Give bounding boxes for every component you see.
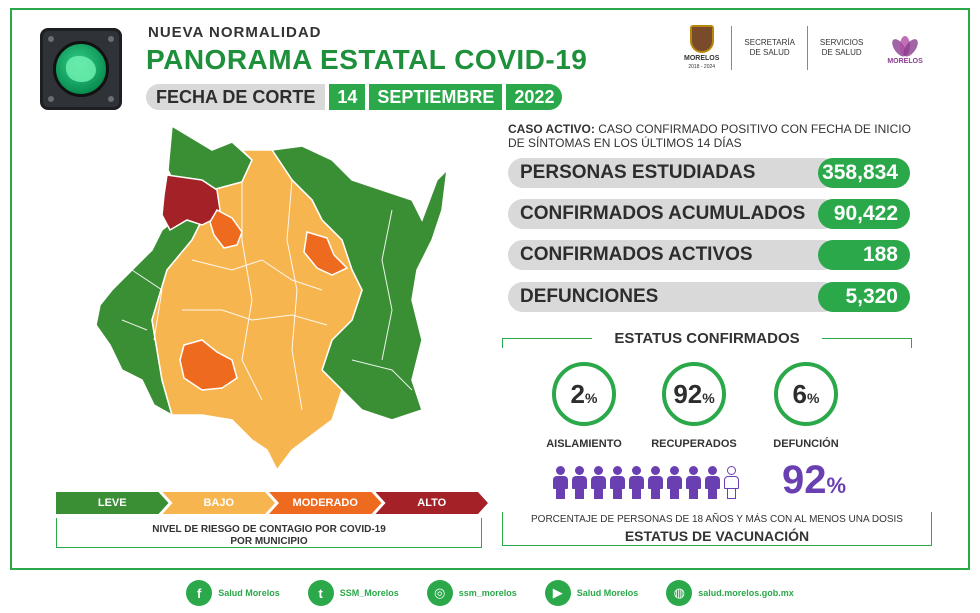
social-text: Salud Morelos bbox=[576, 588, 639, 598]
stat-row-acumulados: CONFIRMADOS ACUMULADOS 90,422 bbox=[508, 199, 910, 229]
morelos-shield-logo: MORELOS 2018 - 2024 bbox=[672, 25, 731, 70]
vaccination-percent-sign: % bbox=[826, 473, 847, 498]
stat-row-defunciones: DEFUNCIONES 5,320 bbox=[508, 282, 910, 312]
stat-row-estudiadas: PERSONAS ESTUDIADAS 358,834 bbox=[508, 158, 910, 188]
stat-label: CONFIRMADOS ACTIVOS bbox=[508, 240, 838, 270]
instagram-icon: ◎ bbox=[426, 580, 453, 606]
legend-caption-line2: POR MUNICIPIO bbox=[230, 536, 308, 547]
secretaria-line1: SECRETARÍA bbox=[744, 37, 795, 47]
logo-morelos-brand: MORELOS bbox=[887, 58, 923, 66]
status-label: AISLAMIENTO bbox=[546, 438, 622, 450]
stat-label: DEFUNCIONES bbox=[508, 282, 838, 312]
page-title: PANORAMA ESTATAL COVID-19 bbox=[146, 44, 588, 75]
person-vaccinated-icon bbox=[628, 466, 645, 500]
stat-value: 90,422 bbox=[818, 199, 910, 229]
map-region-moderado bbox=[179, 339, 238, 391]
date-label: FECHA DE CORTE bbox=[146, 84, 326, 110]
date-day: 14 bbox=[329, 84, 366, 110]
logos: MORELOS 2018 - 2024 SECRETARÍA DE SALUD … bbox=[672, 20, 935, 76]
status-circle-defuncion: 6% bbox=[774, 362, 838, 426]
vaccination-percent: 92% bbox=[782, 458, 846, 503]
status-title: ESTATUS CONFIRMADOS bbox=[502, 328, 912, 348]
morelos-flower-logo: MORELOS bbox=[875, 30, 934, 66]
vaccination-title: ESTATUS DE VACUNACIÓN bbox=[624, 528, 810, 544]
legend-moderado: MODERADO bbox=[269, 492, 382, 514]
status-unit: % bbox=[807, 390, 820, 406]
person-vaccinated-icon bbox=[647, 466, 664, 500]
status-label: RECUPERADOS bbox=[651, 438, 737, 450]
date-year: 2022 bbox=[506, 84, 563, 110]
logo-morelos-name: MORELOS bbox=[684, 55, 720, 63]
social-instagram[interactable]: ◎ ssm_morelos bbox=[426, 580, 517, 606]
subtitle: NUEVA NORMALIDAD bbox=[148, 24, 322, 41]
social-web[interactable]: ◍ salud.morelos.gob.mx bbox=[666, 580, 794, 606]
facebook-icon: f bbox=[186, 580, 213, 606]
status-unit: % bbox=[585, 390, 598, 406]
note-term: CASO ACTIVO: bbox=[508, 122, 595, 136]
secretaria-line2: DE SALUD bbox=[749, 48, 790, 57]
cutoff-date: FECHA DE CORTE 14 SEPTIEMBRE 2022 bbox=[146, 84, 563, 110]
map-region-moderado bbox=[209, 208, 243, 249]
traffic-light-icon bbox=[40, 28, 122, 110]
map-region-moderado bbox=[303, 231, 349, 276]
map-region-alto bbox=[161, 174, 221, 232]
status-unit: % bbox=[702, 390, 715, 406]
servicios-line2: DE SALUD bbox=[821, 48, 862, 57]
stat-value: 188 bbox=[818, 240, 910, 270]
youtube-icon: ▶ bbox=[544, 580, 571, 606]
legend-caption: NIVEL DE RIESGO DE CONTAGIO POR COVID-19… bbox=[56, 518, 482, 548]
person-vaccinated-icon bbox=[704, 466, 721, 500]
person-unvaccinated-icon bbox=[723, 466, 740, 500]
legend-caption-line1: NIVEL DE RIESGO DE CONTAGIO POR COVID-19 bbox=[152, 524, 386, 535]
stat-value: 358,834 bbox=[818, 158, 910, 188]
legend-alto: ALTO bbox=[376, 492, 489, 514]
vaccination-caption-text: PORCENTAJE DE PERSONAS DE 18 AÑOS Y MÁS … bbox=[531, 514, 903, 525]
vaccination-people-icons bbox=[552, 466, 742, 500]
person-vaccinated-icon bbox=[552, 466, 569, 500]
web-icon: ◍ bbox=[666, 580, 693, 606]
person-vaccinated-icon bbox=[571, 466, 588, 500]
status-title-text: ESTATUS CONFIRMADOS bbox=[614, 330, 800, 347]
status-circle-aislamiento: 2% bbox=[552, 362, 616, 426]
person-vaccinated-icon bbox=[609, 466, 626, 500]
vaccination-percent-value: 92 bbox=[782, 458, 827, 502]
social-youtube[interactable]: ▶ Salud Morelos bbox=[544, 580, 639, 606]
social-facebook[interactable]: f Salud Morelos bbox=[186, 580, 280, 606]
stat-row-activos: CONFIRMADOS ACTIVOS 188 bbox=[508, 240, 910, 270]
stat-label: CONFIRMADOS ACUMULADOS bbox=[508, 199, 838, 229]
logo-morelos-years: 2018 - 2024 bbox=[688, 64, 716, 71]
date-month: SEPTIEMBRE bbox=[369, 84, 503, 110]
stat-label: PERSONAS ESTUDIADAS bbox=[508, 158, 838, 188]
person-vaccinated-icon bbox=[666, 466, 683, 500]
note-definition: CASO CONFIRMADO POSITIVO CON FECHA DE IN… bbox=[508, 122, 911, 150]
social-twitter[interactable]: t SSM_Morelos bbox=[307, 580, 399, 606]
status-value: 92 bbox=[673, 378, 703, 409]
legend-bajo: BAJO bbox=[163, 492, 276, 514]
social-text: ssm_morelos bbox=[458, 588, 517, 598]
twitter-icon: t bbox=[307, 580, 334, 606]
servicios-logo: SERVICIOS DE SALUD bbox=[808, 38, 875, 59]
status-value: 2 bbox=[570, 378, 585, 409]
person-vaccinated-icon bbox=[590, 466, 607, 500]
social-footer: f Salud Morelos t SSM_Morelos ◎ ssm_more… bbox=[0, 576, 980, 610]
vaccination-caption: PORCENTAJE DE PERSONAS DE 18 AÑOS Y MÁS … bbox=[502, 512, 932, 546]
status-label: DEFUNCIÓN bbox=[773, 438, 839, 450]
active-case-note: CASO ACTIVO: CASO CONFIRMADO POSITIVO CO… bbox=[508, 122, 918, 150]
social-text: salud.morelos.gob.mx bbox=[698, 588, 794, 598]
morelos-risk-map bbox=[95, 124, 449, 472]
legend-leve: LEVE bbox=[56, 492, 169, 514]
servicios-line1: SERVICIOS bbox=[819, 37, 864, 47]
stat-value: 5,320 bbox=[818, 282, 910, 312]
social-text: Salud Morelos bbox=[218, 588, 280, 598]
status-circle-recuperados: 92% bbox=[662, 362, 726, 426]
person-vaccinated-icon bbox=[685, 466, 702, 500]
risk-legend: LEVE BAJO MODERADO ALTO bbox=[56, 492, 482, 514]
status-value: 6 bbox=[792, 378, 807, 409]
secretaria-logo: SECRETARÍA DE SALUD bbox=[732, 38, 807, 59]
social-text: SSM_Morelos bbox=[339, 588, 399, 598]
